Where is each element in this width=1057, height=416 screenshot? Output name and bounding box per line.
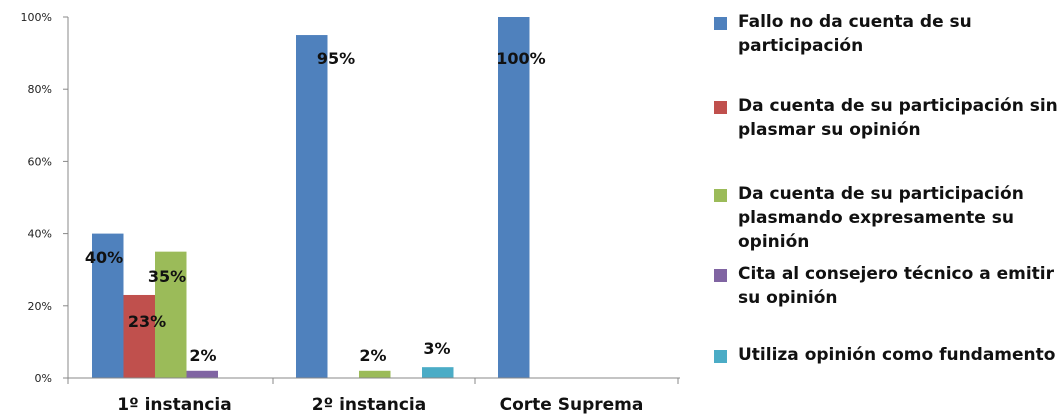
- bar: [422, 367, 454, 378]
- data-label: 40%: [85, 248, 123, 267]
- data-label: 35%: [148, 267, 186, 286]
- axes: [67, 17, 680, 384]
- legend-label: Cita al consejero técnico a emitir su op…: [738, 264, 1055, 308]
- data-label: 3%: [423, 339, 450, 358]
- legend-item: Da cuenta de su participación plasmando …: [712, 182, 1057, 254]
- data-label: 23%: [128, 312, 166, 331]
- y-tick-label: 60%: [28, 155, 52, 168]
- y-tick-label: 100%: [21, 11, 52, 24]
- legend-item: Da cuenta de su participación sin plasma…: [712, 94, 1057, 142]
- data-label: 2%: [189, 346, 216, 365]
- legend-item: Fallo no da cuenta de su participación: [712, 10, 1057, 58]
- data-labels: 40% 95% 100% 23% 35% 2% 2% 3%: [85, 49, 546, 365]
- legend-label: Da cuenta de su participación sin plasma…: [738, 96, 1057, 140]
- legend-swatch: [714, 101, 727, 114]
- bar: [296, 35, 328, 379]
- x-axis-category-labels: 1º instancia 2º instancia Corte Suprema: [117, 395, 643, 415]
- y-tick-label: 20%: [28, 300, 52, 313]
- bar: [155, 251, 187, 378]
- y-tick-label: 0%: [35, 372, 52, 385]
- bar: [92, 233, 124, 378]
- y-axis-gridlines: [63, 16, 68, 379]
- legend-label: Da cuenta de su participación plasmando …: [738, 184, 1024, 252]
- legend-swatch: [714, 17, 727, 30]
- legend-label: Fallo no da cuenta de su participación: [738, 12, 972, 56]
- y-tick-label: 40%: [28, 228, 52, 241]
- legend-item: Cita al consejero técnico a emitir su op…: [712, 262, 1057, 310]
- bars: [92, 17, 530, 379]
- legend-swatch: [714, 350, 727, 363]
- legend-swatch: [714, 269, 727, 282]
- legend-swatch: [714, 189, 727, 202]
- x-category-label: 1º instancia: [117, 395, 231, 415]
- bar-chart: 0% 20% 40% 60% 80% 100% 1º instancia 2º instan…: [21, 11, 680, 415]
- bar: [359, 370, 391, 378]
- x-category-label: 2º instancia: [312, 395, 426, 415]
- bar: [123, 294, 155, 378]
- bar: [498, 17, 530, 378]
- data-label: 95%: [317, 49, 355, 68]
- legend-label: Utiliza opinión como fundamento: [738, 345, 1056, 365]
- x-category-label: Corte Suprema: [500, 395, 644, 415]
- legend-item: Utiliza opinión como fundamento: [712, 343, 1057, 367]
- data-label: 2%: [359, 346, 386, 365]
- y-tick-label: 80%: [28, 83, 52, 96]
- y-axis-tick-labels: 0% 20% 40% 60% 80% 100%: [21, 11, 52, 385]
- bar: [186, 370, 218, 378]
- data-label: 100%: [496, 49, 545, 68]
